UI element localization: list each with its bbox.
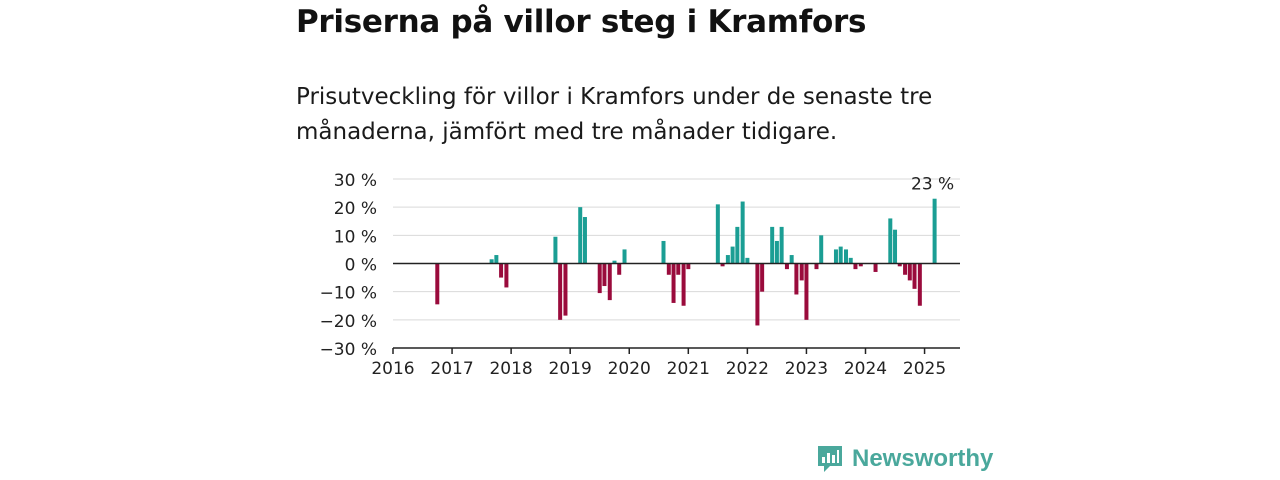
bar (779, 226, 784, 264)
bar (671, 263, 676, 303)
bar (607, 263, 612, 301)
bar (489, 259, 494, 264)
chart-title: Priserna på villor steg i Kramfors (296, 4, 867, 40)
bars (435, 198, 937, 326)
y-tick-label: −20 % (320, 312, 377, 332)
bar (720, 263, 725, 267)
bar-chart-logo-icon (818, 446, 842, 472)
bar (833, 249, 838, 264)
bar (838, 246, 843, 264)
bar (666, 263, 671, 275)
axes (392, 262, 960, 354)
bar (912, 263, 917, 289)
bar (597, 263, 602, 294)
bar (661, 240, 666, 264)
bar (740, 201, 745, 264)
bar (558, 263, 563, 320)
bar (686, 263, 691, 270)
bar (893, 229, 898, 264)
bar (799, 263, 804, 281)
bar (897, 263, 902, 267)
bar (735, 226, 740, 264)
bar (932, 198, 937, 264)
bar (681, 263, 686, 306)
bar (853, 263, 858, 270)
bar-chart: 30 % 20 % 10 % 0 % −10 % −20 % −30 %2016 2017 20… (320, 171, 960, 379)
x-tick-label: 2020 (608, 359, 651, 379)
bar (917, 263, 922, 306)
y-tick-label: 10 % (334, 227, 377, 247)
bar (582, 217, 587, 264)
y-tick-label: 0 % (345, 256, 377, 276)
chart-subtitle: Prisutveckling för villor i Kramfors und… (296, 84, 933, 145)
bar (804, 263, 809, 320)
x-tick-label: 2022 (726, 359, 769, 379)
bar (612, 260, 617, 264)
brand-name: Newsworthy (852, 445, 994, 472)
bar (814, 263, 819, 270)
bar (848, 257, 853, 264)
bar (563, 263, 568, 316)
bar (553, 236, 558, 264)
bar (784, 263, 789, 270)
x-tick-label: 2025 (903, 359, 946, 379)
x-tick-label: 2016 (371, 359, 414, 379)
x-tick-label: 2018 (489, 359, 532, 379)
bar (907, 263, 912, 281)
bar (578, 207, 583, 264)
y-tick-label: −30 % (320, 340, 377, 360)
bar (730, 246, 735, 264)
bar (858, 263, 863, 267)
x-tick-label: 2023 (785, 359, 828, 379)
bar (504, 263, 509, 288)
bar (435, 263, 440, 305)
bar (760, 263, 765, 292)
bar (602, 263, 607, 287)
newsworthy-logo[interactable]: Newsworthy (816, 444, 993, 474)
bar (794, 263, 799, 295)
bar (789, 255, 794, 264)
bar (745, 257, 750, 264)
data-label: 23 % (911, 175, 954, 195)
bar (888, 218, 893, 264)
y-tick-label: −10 % (320, 284, 377, 304)
bar (499, 263, 504, 278)
bar (774, 240, 779, 264)
bar (725, 255, 730, 264)
labels: 30 % 20 % 10 % 0 % −10 % −20 % −30 %2016 2017 20… (320, 171, 955, 379)
bar (770, 226, 775, 264)
bar (494, 255, 499, 264)
x-tick-label: 2019 (549, 359, 592, 379)
y-tick-label: 30 % (334, 171, 377, 191)
x-tick-label: 2021 (667, 359, 710, 379)
bar (755, 263, 760, 326)
bar (676, 263, 681, 275)
x-tick-label: 2024 (844, 359, 887, 379)
bar (819, 235, 824, 264)
bar (903, 263, 908, 275)
bar (622, 249, 627, 264)
bar (873, 263, 878, 272)
y-tick-label: 20 % (334, 199, 377, 219)
bar (844, 249, 849, 264)
x-tick-label: 2017 (430, 359, 473, 379)
bar (617, 263, 622, 275)
bar (715, 204, 720, 264)
